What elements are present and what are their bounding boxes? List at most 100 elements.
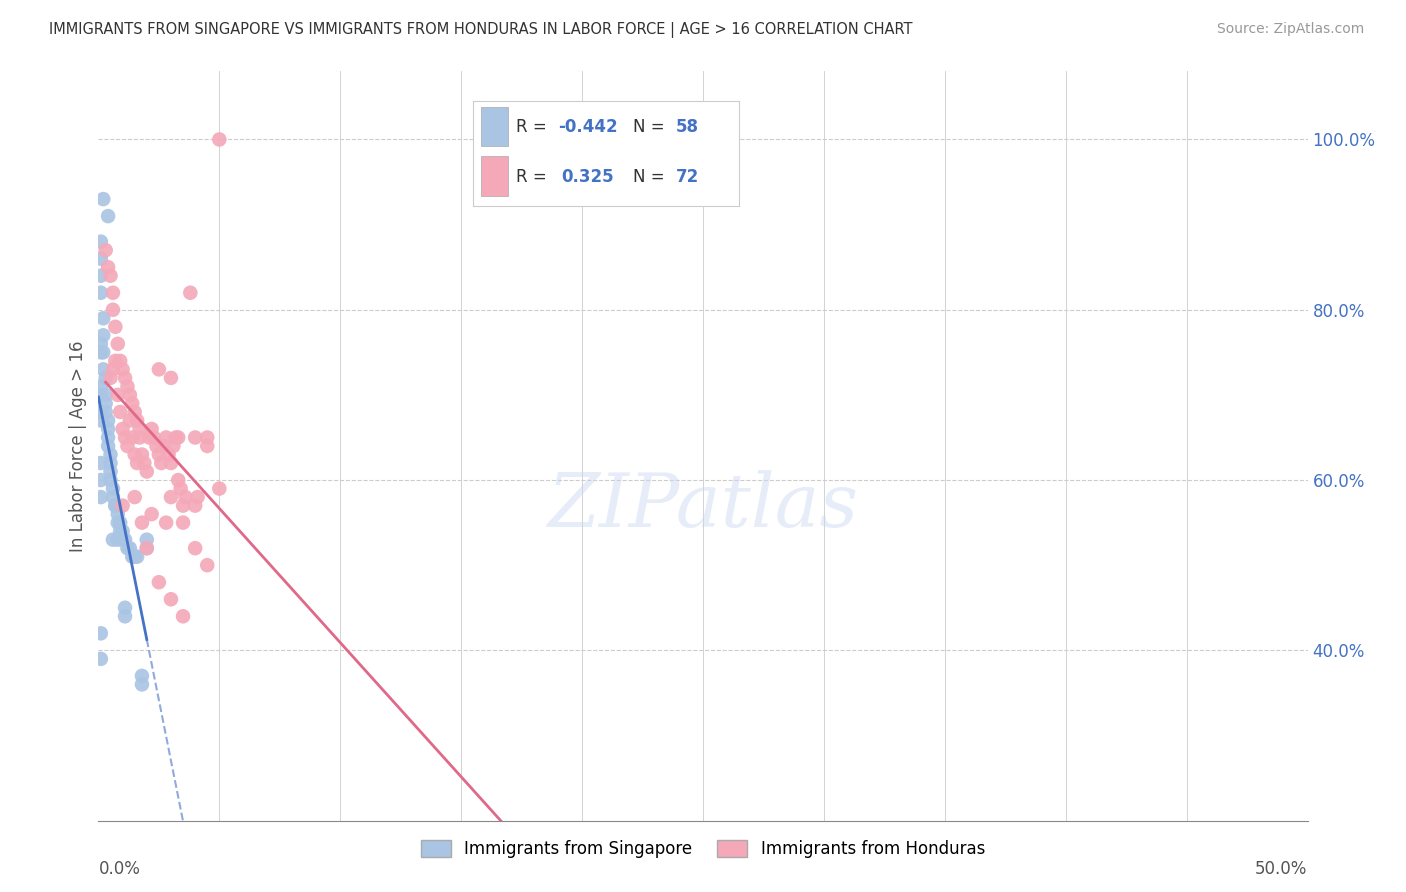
Point	[155, 516, 177, 530]
Text: Source: ZipAtlas.com: Source: ZipAtlas.com	[1216, 22, 1364, 37]
Point	[128, 430, 150, 444]
Point	[135, 533, 157, 547]
Text: ZIPatlas: ZIPatlas	[547, 470, 859, 542]
Point	[167, 473, 190, 487]
Point	[131, 677, 153, 691]
Point	[114, 533, 136, 547]
Point	[124, 549, 146, 564]
Point	[101, 302, 124, 317]
Point	[152, 439, 174, 453]
Point	[128, 422, 150, 436]
Point	[90, 490, 112, 504]
Point	[94, 396, 117, 410]
Point	[90, 413, 112, 427]
Point	[90, 405, 112, 419]
Point	[97, 422, 120, 436]
Point	[127, 413, 149, 427]
Point	[108, 405, 131, 419]
Point	[121, 430, 143, 444]
Point	[184, 499, 207, 513]
Point	[91, 328, 114, 343]
Point	[141, 422, 163, 436]
Point	[107, 336, 129, 351]
Point	[97, 413, 120, 427]
Point	[172, 516, 194, 530]
Point	[145, 439, 167, 453]
Point	[108, 354, 131, 368]
Point	[100, 456, 122, 470]
Point	[114, 371, 136, 385]
Point	[111, 422, 134, 436]
Point	[101, 285, 124, 300]
Point	[100, 371, 122, 385]
Point	[179, 285, 201, 300]
Point	[208, 132, 231, 146]
Point	[97, 209, 120, 223]
Point	[107, 516, 129, 530]
Point	[91, 345, 114, 359]
Point	[94, 405, 117, 419]
Point	[121, 549, 143, 564]
Point	[124, 448, 146, 462]
Point	[121, 396, 143, 410]
Point	[100, 268, 122, 283]
Point	[114, 430, 136, 444]
Text: 50.0%: 50.0%	[1256, 860, 1308, 878]
Point	[157, 448, 180, 462]
Point	[124, 405, 146, 419]
Point	[107, 507, 129, 521]
Point	[172, 499, 194, 513]
Point	[117, 439, 139, 453]
Point	[131, 669, 153, 683]
Point	[117, 541, 139, 556]
Point	[195, 558, 218, 573]
Y-axis label: In Labor Force | Age > 16: In Labor Force | Age > 16	[69, 340, 87, 552]
Point	[162, 439, 184, 453]
Point	[90, 235, 112, 249]
Point	[138, 430, 160, 444]
Point	[104, 499, 127, 513]
Point	[101, 533, 124, 547]
Point	[111, 533, 134, 547]
Point	[111, 499, 134, 513]
Point	[104, 319, 127, 334]
Point	[143, 430, 166, 444]
Point	[127, 456, 149, 470]
Point	[91, 192, 114, 206]
Point	[155, 430, 177, 444]
Point	[135, 465, 157, 479]
Point	[97, 260, 120, 275]
Point	[141, 507, 163, 521]
Point	[101, 362, 124, 376]
Point	[169, 482, 191, 496]
Point	[148, 448, 170, 462]
Point	[160, 490, 183, 504]
Point	[131, 516, 153, 530]
Point	[160, 456, 183, 470]
Point	[118, 388, 141, 402]
Point	[90, 388, 112, 402]
Point	[91, 311, 114, 326]
Point	[160, 371, 183, 385]
Point	[100, 448, 122, 462]
Point	[90, 268, 112, 283]
Point	[111, 362, 134, 376]
Text: IMMIGRANTS FROM SINGAPORE VS IMMIGRANTS FROM HONDURAS IN LABOR FORCE | AGE > 16 : IMMIGRANTS FROM SINGAPORE VS IMMIGRANTS …	[49, 22, 912, 38]
Point	[150, 456, 173, 470]
Point	[124, 490, 146, 504]
Point	[131, 448, 153, 462]
Point	[90, 336, 112, 351]
Point	[118, 413, 141, 427]
Point	[114, 609, 136, 624]
Point	[90, 285, 112, 300]
Point	[97, 439, 120, 453]
Point	[107, 388, 129, 402]
Point	[91, 362, 114, 376]
Point	[94, 243, 117, 257]
Point	[118, 541, 141, 556]
Point	[101, 490, 124, 504]
Point	[117, 379, 139, 393]
Point	[167, 430, 190, 444]
Point	[148, 575, 170, 590]
Point	[187, 490, 209, 504]
